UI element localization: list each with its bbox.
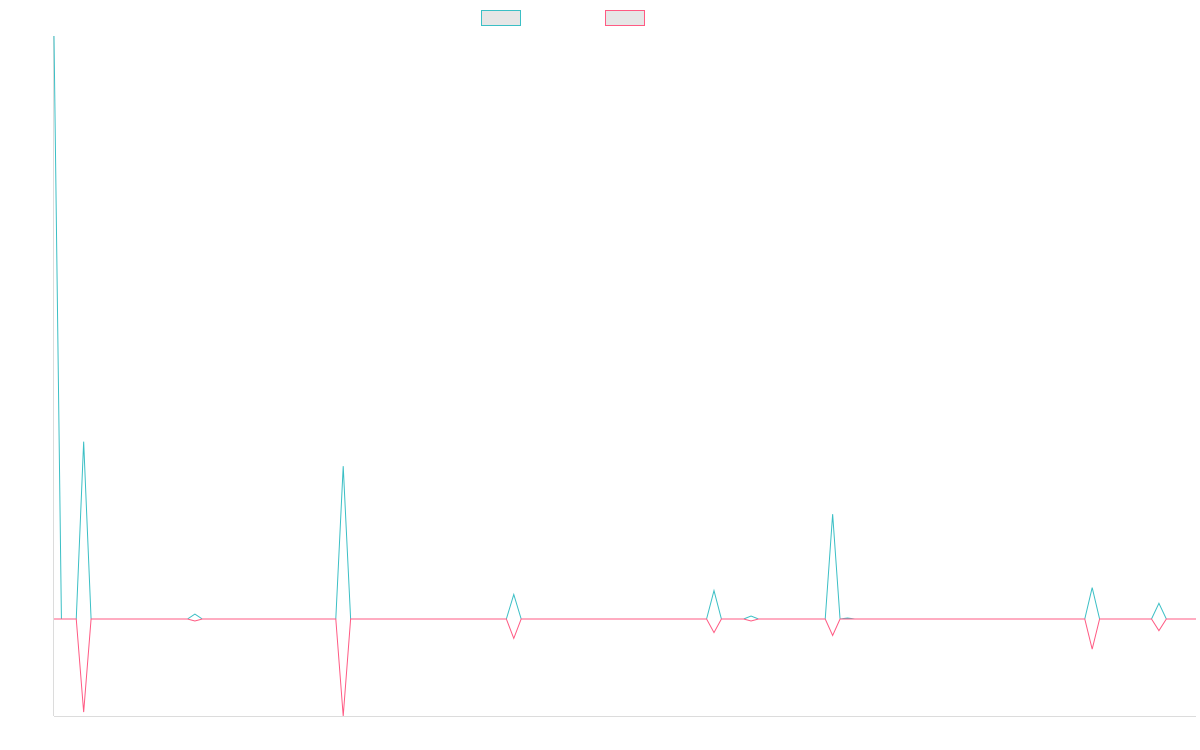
legend: [481, 10, 645, 26]
series-2-line: [54, 618, 1196, 717]
legend-swatch-1: [481, 10, 521, 26]
series-1-line: [53, 35, 1196, 620]
legend-swatch-2: [605, 10, 645, 26]
series-2: [54, 618, 1196, 717]
axes: [53, 36, 1196, 717]
series-1: [53, 35, 1196, 620]
series-group: [53, 35, 1196, 717]
